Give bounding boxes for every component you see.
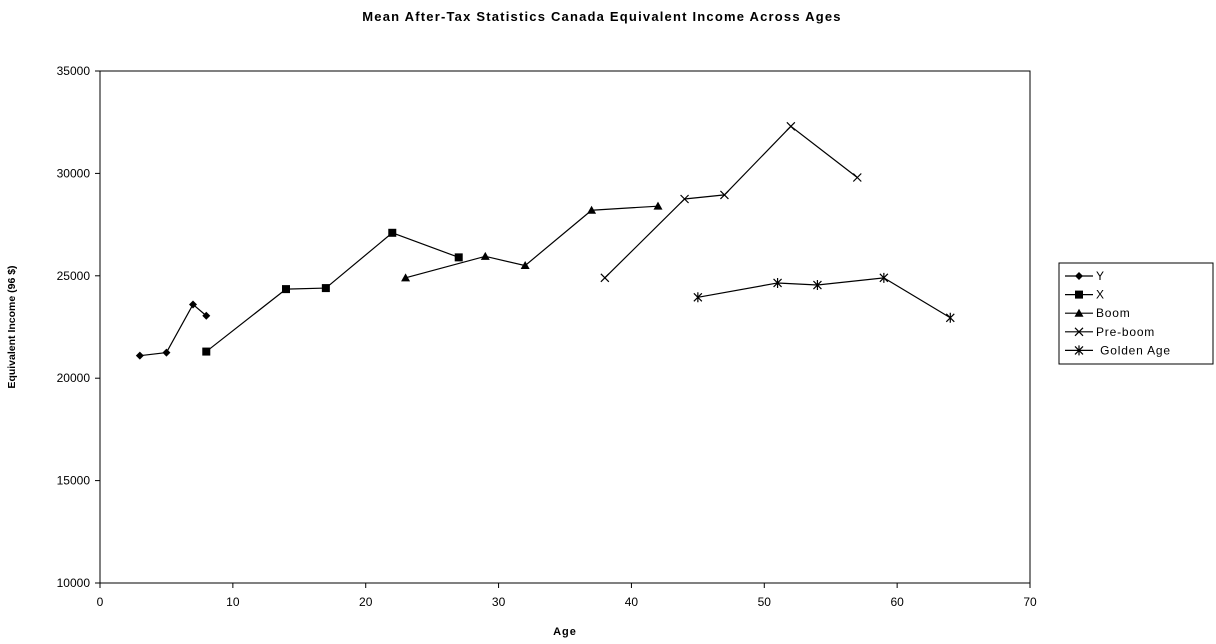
legend-item: X [1065,288,1105,302]
plot-area [99,70,1031,584]
data-point [162,348,171,357]
series-3 [401,201,663,282]
x-axis-title: Age [553,626,577,638]
y-axis-title: Equivalent Income (96 $) [6,265,18,388]
data-point [520,261,530,270]
data-point [282,285,290,294]
y-tick-label: 35000 [57,64,91,78]
x-tick-label: 20 [359,595,373,609]
data-point [202,311,211,320]
data-point [401,273,411,282]
data-point [786,121,796,131]
legend-marker [1074,327,1084,337]
data-point [587,205,597,214]
data-point [480,251,490,260]
data-point [321,284,330,293]
x-tick-label: 70 [1023,595,1037,609]
legend-marker [1074,345,1084,356]
legend-label: Y [1096,269,1105,283]
series-line [604,125,858,279]
x-tick-label: 40 [625,595,639,609]
legend-item: Boom [1065,306,1131,320]
series-line [139,303,207,357]
x-axis-ticks: 0 10 20 30 40 50 60 70 [97,583,1037,609]
legend-marker [1075,290,1083,299]
legend-item: Golden Age [1065,343,1171,357]
series-line [405,205,659,279]
data-point [693,292,703,303]
data-point [720,190,729,200]
legend-marker [1074,308,1084,317]
legend: YX Boom Pre-boom Golden Age [1058,262,1214,365]
y-tick-label: 30000 [57,166,91,180]
y-tick-label: 10000 [57,576,91,590]
data-point [653,201,663,210]
data-point [600,273,610,283]
legend-item: Pre-boom [1065,325,1155,339]
data-point [189,300,197,309]
x-tick-label: 0 [97,595,104,609]
legend-label: Boom [1096,306,1131,320]
y-tick-label: 25000 [57,269,91,283]
chart-title: Mean After-Tax Statistics Canada Equival… [362,9,841,24]
legend-label: Pre-boom [1096,325,1155,339]
axes [99,70,1031,584]
x-tick-label: 30 [492,595,506,609]
y-axis-ticks: 10000 15000 20000 25000 30000 35000 [57,64,100,590]
x-tick-label: 50 [758,595,772,609]
series-2 [202,228,463,356]
x-tick-label: 60 [890,595,904,609]
legend-marker [1075,272,1083,280]
y-tick-label: 20000 [57,371,91,385]
series-4 [600,121,862,283]
legend-label: X [1096,288,1105,302]
data-point [202,347,211,356]
x-tick-label: 10 [226,595,240,609]
data-point [945,312,955,323]
data-point [773,277,782,288]
y-tick-label: 15000 [57,474,91,488]
data-point [135,351,144,360]
series-line [205,232,459,353]
legend-label: Golden Age [1096,343,1171,357]
data-point [852,173,862,182]
data-point [680,194,689,204]
series-line [697,277,951,319]
series-5 [693,272,955,323]
data-point [388,228,397,237]
series-1 [135,300,211,360]
data-point [454,253,463,262]
data-point [879,272,889,283]
series-layer [135,121,955,360]
data-point [813,280,822,291]
legend-item: Y [1065,269,1105,283]
